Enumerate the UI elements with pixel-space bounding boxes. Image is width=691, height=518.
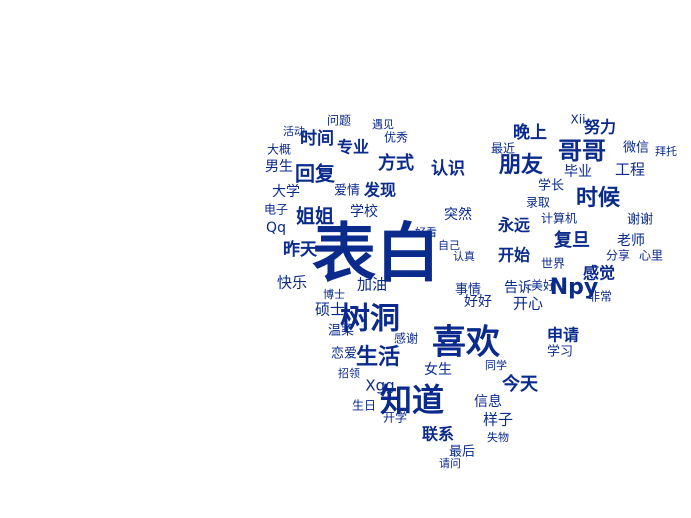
cloud-word: 发现: [363, 181, 396, 200]
cloud-word: 开始: [498, 246, 530, 265]
cloud-word: 生日: [352, 399, 376, 413]
cloud-word: 树洞: [340, 302, 400, 337]
cloud-word: 大学: [272, 184, 300, 200]
cloud-word: 微信: [623, 141, 649, 156]
cloud-word: 感谢: [394, 331, 418, 346]
cloud-word: 男生: [265, 159, 293, 175]
cloud-word: 博士: [323, 288, 345, 301]
cloud-word: 美好: [531, 279, 555, 293]
cloud-word: 快乐: [277, 274, 307, 292]
cloud-word: 告诉: [504, 280, 532, 296]
cloud-word: 时候: [576, 186, 621, 211]
cloud-word: Xii: [571, 113, 586, 127]
cloud-word: 毕业: [564, 164, 592, 180]
cloud-word: 开心: [513, 295, 543, 313]
cloud-word: 哥哥: [558, 137, 606, 165]
cloud-word: 喜欢: [432, 323, 500, 363]
cloud-word: 好看: [415, 225, 437, 239]
cloud-word: Npy: [550, 275, 599, 300]
cloud-word: 女生: [424, 361, 452, 378]
cloud-word: 最近: [491, 142, 515, 156]
cloud-word: 同学: [485, 358, 507, 372]
cloud-word: 恋爱: [331, 346, 357, 362]
cloud-word: 分享: [606, 248, 630, 263]
cloud-word: 突然: [444, 206, 472, 223]
cloud-word: 温柔: [328, 324, 354, 339]
cloud-word: 加油: [357, 276, 387, 294]
cloud-word: 开学: [383, 410, 407, 425]
cloud-word: 复旦: [553, 229, 590, 251]
cloud-word: 老师: [617, 233, 645, 249]
cloud-word: 信息: [474, 393, 502, 410]
cloud-word: 感觉: [583, 264, 615, 283]
cloud-word: 时间: [300, 128, 334, 149]
cloud-word: 电子: [264, 203, 288, 217]
cloud-word: 硕士: [315, 301, 345, 319]
cloud-word: 学长: [538, 178, 564, 194]
cloud-word: 认识: [431, 158, 465, 179]
cloud-word: 拜托: [655, 144, 677, 158]
cloud-word: 工程: [615, 161, 645, 179]
cloud-word: 事情: [455, 283, 481, 298]
cloud-word: Qq: [266, 220, 286, 236]
cloud-word: 请问: [439, 457, 461, 470]
cloud-word: 永远: [497, 216, 530, 235]
cloud-word: 朋友: [499, 153, 543, 178]
cloud-word: 优秀: [384, 131, 408, 145]
cloud-word: 遇见: [372, 118, 394, 131]
cloud-word: 回复: [295, 162, 336, 186]
cloud-word: 问题: [327, 114, 351, 128]
cloud-word: 认真: [453, 249, 475, 263]
cloud-word: 大概: [267, 143, 291, 157]
cloud-word: 非常: [588, 290, 612, 304]
cloud-word: 知道: [380, 381, 444, 419]
cloud-word: 努力: [584, 118, 616, 137]
cloud-word: 招领: [338, 366, 360, 380]
cloud-word: 晚上: [513, 122, 547, 143]
cloud-word: 申请: [547, 326, 579, 345]
cloud-word: 样子: [483, 411, 513, 429]
cloud-word: 心里: [639, 249, 663, 263]
cloud-word: 世界: [541, 257, 565, 271]
cloud-word: 生活: [356, 345, 400, 370]
cloud-word: 录取: [526, 196, 550, 210]
cloud-word: 谢谢: [627, 212, 653, 228]
cloud-word: 专业: [337, 138, 369, 157]
cloud-word: 昨天: [283, 239, 318, 260]
cloud-word: 联系: [422, 425, 454, 444]
cloud-word: 活动: [283, 125, 305, 138]
cloud-word: 好好: [464, 294, 492, 310]
cloud-word: 表白: [312, 218, 440, 292]
cloud-word: 学习: [547, 344, 573, 360]
cloud-word: 自己: [438, 239, 460, 252]
cloud-word: Xgg: [365, 377, 394, 395]
cloud-word: 最后: [449, 445, 475, 460]
cloud-word: 爱情: [334, 184, 360, 199]
cloud-word: 计算机: [541, 211, 577, 226]
cloud-word: 方式: [378, 152, 414, 174]
cloud-word: 学校: [350, 203, 378, 220]
cloud-word: 失物: [487, 430, 509, 444]
cloud-word: 姐姐: [296, 205, 334, 228]
cloud-word: 今天: [502, 373, 539, 395]
